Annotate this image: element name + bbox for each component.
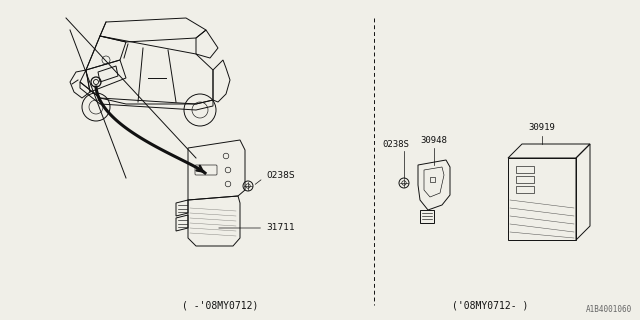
- Bar: [516, 186, 534, 193]
- Text: 0238S: 0238S: [255, 172, 294, 184]
- Bar: [516, 166, 534, 173]
- Bar: [430, 177, 435, 182]
- Text: 30919: 30919: [529, 123, 556, 132]
- Text: 31711: 31711: [219, 223, 295, 233]
- Text: A1B4001060: A1B4001060: [586, 305, 632, 314]
- Text: ( -'08MY0712): ( -'08MY0712): [182, 300, 258, 310]
- Text: ('08MY0712- ): ('08MY0712- ): [452, 300, 528, 310]
- Text: 0238S: 0238S: [383, 140, 410, 149]
- Text: 30948: 30948: [420, 136, 447, 145]
- Bar: [516, 176, 534, 183]
